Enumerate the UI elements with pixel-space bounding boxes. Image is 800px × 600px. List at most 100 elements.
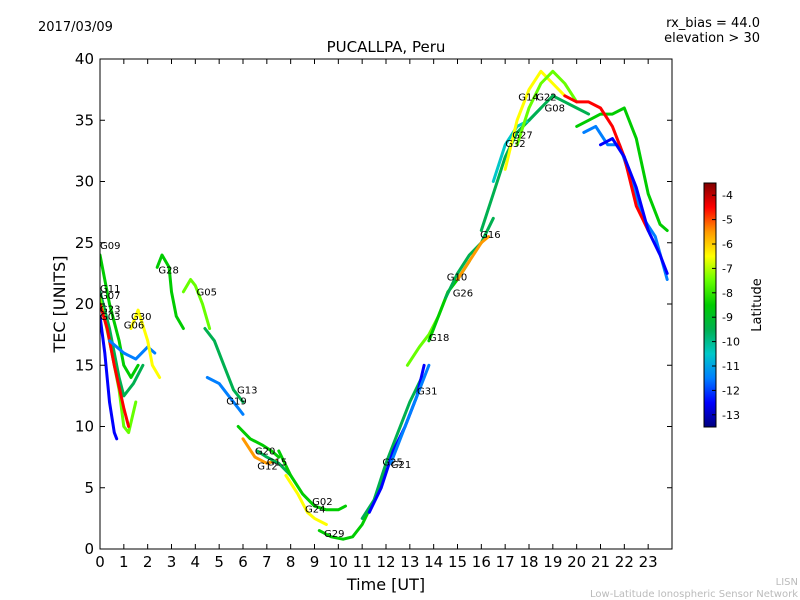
date-label: 2017/03/09 bbox=[38, 20, 113, 35]
satellite-label-G16: G16 bbox=[480, 230, 500, 241]
x-tick-label: 18 bbox=[519, 553, 538, 571]
series-G01 bbox=[582, 124, 669, 281]
colorbar-ticks: -4 -5 -6 -7 -8 -9 -10 -11 -12 -13 bbox=[712, 189, 740, 422]
colorbar-tick-label: -9 bbox=[722, 311, 733, 324]
x-tick-label: 0 bbox=[95, 553, 105, 571]
series-G20 bbox=[236, 425, 281, 459]
y-tick-label: 10 bbox=[75, 418, 94, 436]
satellite-label-G22: G22 bbox=[536, 93, 556, 104]
satellite-label-G28: G28 bbox=[158, 265, 178, 276]
series-G26 bbox=[444, 216, 495, 300]
x-tick-label: 13 bbox=[400, 553, 419, 571]
series-G24 bbox=[284, 474, 328, 526]
x-axis-label: Time [UT] bbox=[346, 575, 425, 594]
y-tick-label: 35 bbox=[75, 111, 94, 129]
x-tick-label: 9 bbox=[310, 553, 320, 571]
colorbar-tick-label: -13 bbox=[722, 409, 740, 422]
x-tick-label: 19 bbox=[543, 553, 562, 571]
rx-bias-label: rx_bias = 44.0 bbox=[666, 16, 760, 31]
satellite-label-G31: G31 bbox=[417, 387, 437, 398]
satellite-label-G03: G03 bbox=[100, 312, 120, 323]
series-G09 bbox=[100, 253, 140, 379]
x-tick-label: 15 bbox=[448, 553, 467, 571]
y-axis: 0 5 10 15 20 25 30 35 40 bbox=[75, 50, 672, 558]
x-tick-label: 20 bbox=[567, 553, 586, 571]
satellite-label-G19: G19 bbox=[226, 396, 246, 407]
series-G31 bbox=[389, 363, 431, 465]
series-G16 bbox=[456, 235, 490, 281]
series-G17 bbox=[575, 106, 669, 232]
colorbar-tick-label: -10 bbox=[722, 336, 740, 349]
satellite-label-layer: G09G11G07G23G03G06G30G28G05G13G19G20G12G… bbox=[100, 93, 565, 540]
x-tick-label: 23 bbox=[639, 553, 658, 571]
satellite-label-G15: G15 bbox=[267, 458, 287, 469]
series-G14 bbox=[503, 69, 567, 171]
satellite-label-G26: G26 bbox=[453, 289, 473, 300]
satellite-label-G32: G32 bbox=[505, 139, 525, 150]
colorbar-tick-label: -5 bbox=[722, 214, 733, 227]
series-G05 bbox=[181, 278, 212, 330]
satellite-label-G30: G30 bbox=[131, 312, 151, 323]
footer-org-name: Low-Latitude Ionospheric Sensor Network bbox=[590, 589, 798, 600]
y-tick-label: 25 bbox=[75, 234, 94, 252]
x-tick-label: 7 bbox=[262, 553, 272, 571]
satellite-label-G09: G09 bbox=[100, 241, 120, 252]
x-tick-label: 6 bbox=[238, 553, 248, 571]
footer-org-short: LISN bbox=[776, 577, 798, 588]
series-G23 bbox=[100, 302, 131, 428]
x-tick-label: 10 bbox=[329, 553, 348, 571]
satellite-label-G21: G21 bbox=[391, 460, 411, 471]
satellite-label-G24: G24 bbox=[305, 504, 325, 515]
x-tick-label: 14 bbox=[424, 553, 443, 571]
colorbar-tick-label: -6 bbox=[722, 238, 733, 251]
satellite-label-G18: G18 bbox=[429, 333, 449, 344]
chart-title: PUCALLPA, Peru bbox=[327, 38, 446, 56]
y-tick-label: 0 bbox=[84, 540, 94, 558]
colorbar-label: Latitude bbox=[750, 278, 765, 332]
series-G08 bbox=[527, 94, 591, 122]
series-layer bbox=[100, 69, 669, 541]
series-G19b bbox=[563, 94, 650, 232]
x-tick-label: 3 bbox=[167, 553, 177, 571]
series-G13 bbox=[203, 327, 245, 404]
y-axis-label: TEC [UNITS] bbox=[50, 256, 69, 354]
x-tick-label: 1 bbox=[119, 553, 129, 571]
x-tick-label: 4 bbox=[191, 553, 201, 571]
x-tick-label: 8 bbox=[286, 553, 296, 571]
x-tick-label: 22 bbox=[615, 553, 634, 571]
elevation-label: elevation > 30 bbox=[664, 31, 760, 46]
x-tick-label: 2 bbox=[143, 553, 153, 571]
x-axis: 0 1 2 3 4 5 6 7 8 9 10 11 12 13 14 15 16 17 18 19 20 21 22 23 bbox=[95, 59, 658, 571]
series-G02 bbox=[277, 449, 347, 512]
satellite-label-G06: G06 bbox=[124, 321, 144, 332]
colorbar-tick-label: -11 bbox=[722, 360, 740, 373]
satellite-label-G05: G05 bbox=[197, 287, 217, 298]
series-G28 bbox=[155, 253, 185, 330]
series-G03b bbox=[599, 137, 669, 275]
x-tick-label: 11 bbox=[353, 553, 372, 571]
colorbar-tick-label: -4 bbox=[722, 189, 733, 202]
series-G25 bbox=[360, 376, 424, 520]
y-tick-label: 40 bbox=[75, 50, 94, 68]
satellite-label-G23: G23 bbox=[100, 305, 120, 316]
y-tick-label: 5 bbox=[84, 479, 94, 497]
y-tick-label: 30 bbox=[75, 173, 94, 191]
x-tick-label: 17 bbox=[496, 553, 515, 571]
series-G03 bbox=[100, 314, 119, 441]
series-G22 bbox=[515, 69, 579, 147]
satellite-label-G08: G08 bbox=[545, 104, 565, 115]
satellite-label-G07: G07 bbox=[100, 291, 120, 302]
series-G19 bbox=[205, 376, 245, 416]
series-G15 bbox=[255, 449, 293, 477]
colorbar-tick-label: -8 bbox=[722, 287, 733, 300]
satellite-label-G27: G27 bbox=[512, 131, 532, 142]
colorbar-tick-label: -12 bbox=[722, 384, 740, 397]
colorbar-tick-label: -7 bbox=[722, 262, 733, 275]
x-tick-label: 12 bbox=[376, 553, 395, 571]
x-tick-label: 5 bbox=[214, 553, 224, 571]
series-G12 bbox=[241, 437, 278, 465]
satellite-label-G12: G12 bbox=[257, 461, 277, 472]
series-G30 bbox=[129, 308, 162, 379]
satellite-label-G14: G14 bbox=[518, 93, 538, 104]
